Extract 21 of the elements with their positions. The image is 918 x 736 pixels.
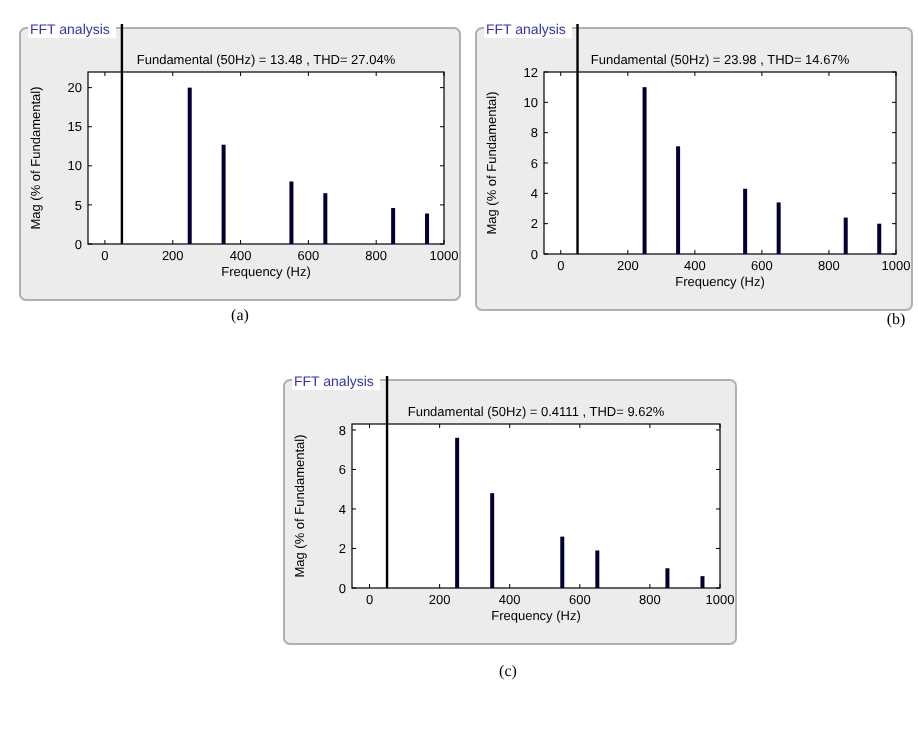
bar	[289, 181, 294, 244]
bar	[490, 493, 495, 588]
bar	[676, 146, 681, 254]
bar	[700, 576, 705, 588]
bar	[595, 550, 600, 588]
bar	[743, 188, 748, 254]
text: (b)	[886, 310, 906, 328]
text: (a)	[231, 306, 250, 324]
bar	[323, 193, 328, 244]
bar	[560, 536, 565, 588]
bar	[877, 223, 882, 254]
text: (c)	[499, 662, 518, 680]
bar	[455, 437, 460, 588]
bar	[642, 87, 647, 254]
bar	[665, 568, 670, 588]
bar	[843, 217, 848, 254]
bar	[776, 202, 781, 254]
bar	[221, 144, 226, 244]
bar	[391, 208, 396, 244]
bar	[425, 213, 430, 244]
bar	[187, 87, 192, 244]
